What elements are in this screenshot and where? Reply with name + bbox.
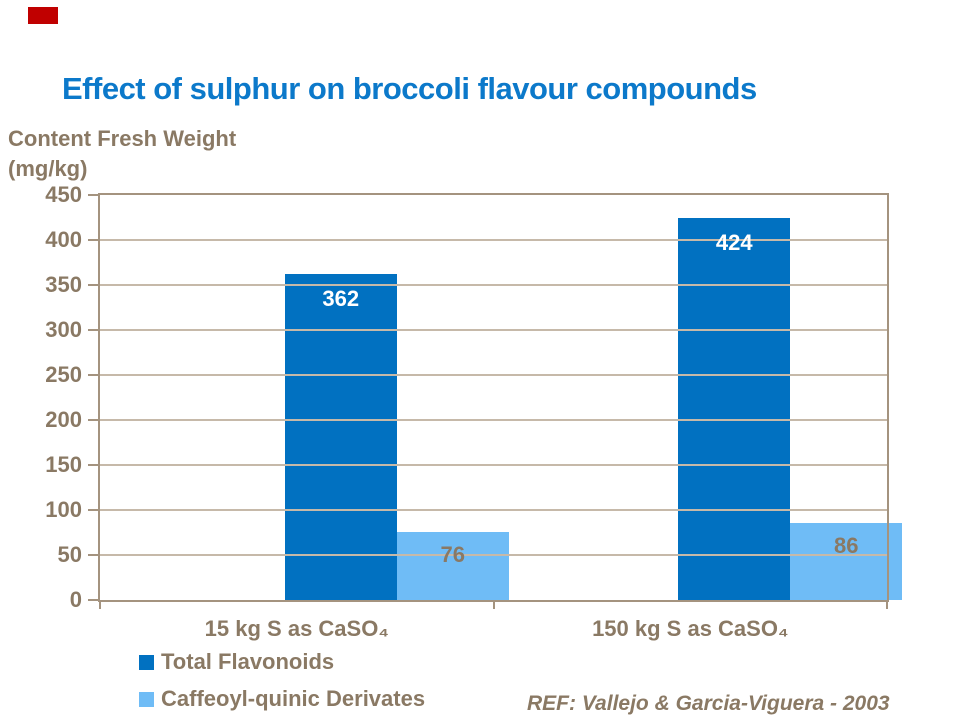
gridline [100, 509, 887, 511]
y-tick-mark [88, 239, 100, 241]
y-axis-title: Content Fresh Weight (mg/kg) [8, 124, 236, 184]
y-tick-mark [88, 419, 100, 421]
legend: Total Flavonoids Caffeoyl-quinic Derivate… [139, 649, 426, 720]
plot-area [100, 195, 903, 600]
y-tick-mark [88, 509, 100, 511]
x-tick-mark [492, 600, 495, 609]
y-tick-mark [88, 599, 100, 601]
bar-total-flavonoids [678, 218, 791, 600]
y-tick-mark [88, 194, 100, 196]
y-tick-label: 0 [69, 587, 82, 612]
x-category-label: 15 kg S as CaSO₄ [204, 616, 389, 641]
bar-value-label: 86 [834, 532, 859, 558]
y-tick-mark [88, 464, 100, 466]
legend-swatch-caffeoyl-quinic-derivates [139, 691, 154, 707]
y-tick-label: 200 [45, 407, 82, 432]
gridline [100, 374, 887, 376]
bar-value-label: 424 [715, 230, 753, 256]
bar-caffeoyl-quinic-derivates [396, 531, 509, 600]
y-tick-label: 50 [57, 542, 82, 567]
gridline [100, 419, 887, 421]
y-axis-line [98, 193, 100, 602]
x-tick-mark [99, 600, 101, 609]
x-tick-mark [886, 600, 888, 609]
y-tick-label: 300 [45, 317, 82, 342]
y-axis-title-line1: Content Fresh Weight [8, 126, 237, 151]
legend-item: Caffeoyl-quinic Derivates [139, 686, 426, 711]
y-tick-mark [88, 329, 100, 331]
plot-border-right [887, 193, 889, 602]
bar-total-flavonoids [284, 274, 397, 600]
plot-border-top [98, 193, 889, 195]
gridline [100, 239, 887, 241]
gridline [100, 464, 887, 466]
y-tick-label: 100 [45, 497, 82, 522]
y-tick-label: 250 [45, 362, 82, 387]
y-axis-title-line2: (mg/kg) [8, 156, 88, 181]
legend-swatch-total-flavonoids [139, 654, 154, 670]
bar-caffeoyl-quinic-derivates [790, 522, 903, 600]
y-tick-mark [88, 374, 100, 376]
y-tick-label: 150 [45, 452, 82, 477]
x-category-label: 150 kg S as CaSO₄ [592, 616, 789, 641]
gridline [100, 329, 887, 331]
ref-citation: REF: Vallejo & Garcia-Viguera - 2003 [527, 692, 890, 715]
gridline [100, 554, 887, 556]
gridline [100, 284, 887, 286]
legend-label: Caffeoyl-quinic Derivates [161, 686, 426, 711]
bar-value-label: 76 [440, 541, 465, 567]
y-tick-label: 350 [45, 272, 82, 297]
y-tick-mark [88, 554, 100, 556]
legend-item: Total Flavonoids [139, 649, 425, 674]
y-tick-label: 400 [45, 227, 82, 252]
legend-label: Total Flavonoids [161, 649, 335, 674]
y-tick-mark [88, 284, 100, 286]
red-marker [28, 7, 58, 24]
y-tick-label: 450 [45, 182, 82, 207]
chart-title: Effect of sulphur on broccoli flavour co… [62, 71, 757, 106]
bar-value-label: 362 [322, 286, 360, 312]
